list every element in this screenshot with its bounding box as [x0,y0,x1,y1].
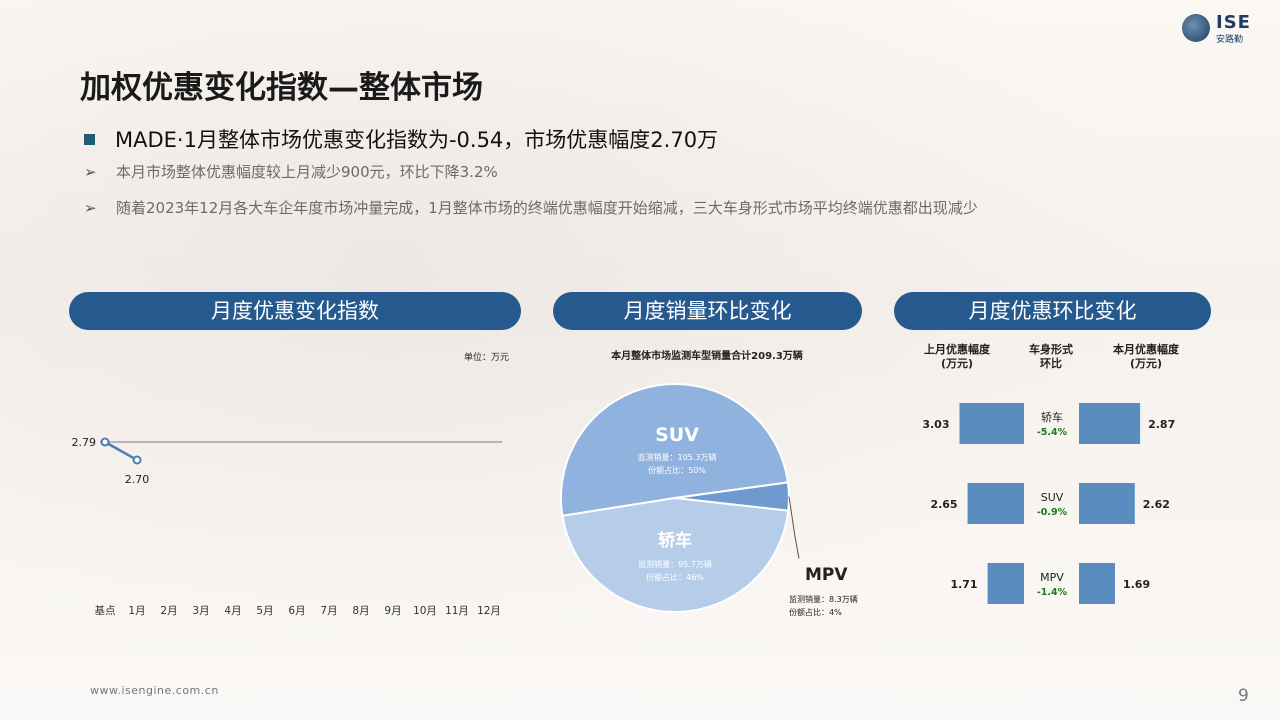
data-label: 2.70 [125,473,150,486]
x-tick-label: 4月 [224,605,241,617]
bar-prev-label: 3.03 [922,418,949,431]
change-label: -5.4% [1037,427,1068,438]
headline-text: MADE·1月整体市场优惠变化指数为-0.54，市场优惠幅度2.70万 [115,128,719,152]
x-tick-label: 3月 [192,605,209,617]
slice-detail: 份额占比：46% [646,572,704,582]
col-head-mid: 车身形式 环比 [1016,343,1086,371]
bar-curr-label: 1.69 [1123,578,1150,591]
bullet-1: ➢ 本月市场整体优惠幅度较上月减少900元，环比下降3.2% [84,161,498,182]
slice-detail: 份额占比：50% [648,465,706,475]
series-line [104,440,138,462]
pie-chart: SUV监测销量：105.3万辆份额占比：50%轿车监测销量：95.7万辆份额占比… [560,383,858,617]
data-point [100,437,110,447]
bullet-2: ➢ 随着2023年12月各大车企年度市场冲量完成，1月整体市场的终端优惠幅度开始缩… [84,197,978,218]
slice-detail: 监测销量：105.3万辆 [638,452,717,462]
footer-url[interactable]: www.isengine.com.cn [90,684,219,697]
col-head-mid-line1: 车身形式 [1029,343,1073,356]
bar-curr-label: 2.87 [1148,418,1175,431]
data-point [132,455,142,465]
x-tick-label: 7月 [320,605,337,617]
x-tick-label: 10月 [413,605,437,617]
slice-name: 轿车 [658,530,692,551]
arrow-bullet-icon: ➢ [84,163,97,181]
panel-title-right: 月度优惠环比变化 [894,292,1211,330]
bar-prev [967,483,1024,524]
col-head-curr-line1: 本月优惠幅度 [1113,343,1179,356]
x-tick-label: 6月 [288,605,305,617]
pie-slice [560,383,790,517]
col-head-prev-line1: 上月优惠幅度 [924,343,990,356]
slice-detail: 监测销量：8.3万辆 [789,594,858,604]
col-head-prev-line2: (万元) [940,357,974,370]
bar-curr [1079,563,1115,604]
bar-prev-label: 2.65 [930,498,957,511]
slice-name: MPV [805,565,848,585]
logo-globe-icon [1182,14,1210,42]
slice-detail: 监测销量：95.7万辆 [638,559,712,569]
company-logo: ISE 安路勤 [1178,10,1268,46]
x-tick-label: 1月 [128,605,145,617]
data-label: 2.79 [72,436,97,449]
col-head-mid-line2: 环比 [1040,357,1062,370]
x-tick-label: 12月 [477,605,501,617]
x-tick-label: 基点 [95,604,116,617]
unit-label: 单位：万元 [464,353,510,363]
panel-title-middle: 月度销量环比变化 [553,292,862,330]
bullet-1-text: 本月市场整体优惠幅度较上月减少900元，环比下降3.2% [116,163,498,181]
bar-chart: 3.03 2.87 轿车 -5.4% 2.65 2.62 SUV -0.9% 1.71 1.69 M… [922,403,1175,604]
category-label: 轿车 [1041,410,1063,424]
line-chart: 2.79 2.70 基点 1月 2月 3月 4月 5月 6月 7月 8月 9月 10月 11月 12月 [72,436,502,617]
x-tick-label: 9月 [384,605,401,617]
bar-prev-label: 1.71 [950,578,977,591]
mpv-leader-line [788,496,800,559]
headline: MADE·1月整体市场优惠变化指数为-0.54，市场优惠幅度2.70万 [84,124,718,154]
x-tick-label: 8月 [352,605,369,617]
change-label: -1.4% [1037,587,1068,598]
x-tick-label: 11月 [445,605,469,617]
page-title: 加权优惠变化指数—整体市场 [80,70,483,106]
arrow-bullet-icon: ➢ [84,199,97,217]
bullet-2-text: 随着2023年12月各大车企年度市场冲量完成，1月整体市场的终端优惠幅度开始缩减… [116,199,978,217]
x-tick-label: 2月 [160,605,177,617]
change-label: -0.9% [1037,507,1068,518]
square-bullet-icon [84,133,95,145]
x-tick-label: 5月 [256,605,273,617]
slice-name: SUV [655,424,699,446]
panel-title-left: 月度优惠变化指数 [69,292,521,330]
bar-curr [1079,403,1141,444]
bar-curr-label: 2.62 [1143,498,1170,511]
bar-prev [959,403,1024,444]
col-head-curr: 本月优惠幅度 (万元) [1101,343,1191,371]
bar-curr [1079,483,1135,524]
pie-title: 本月整体市场监测车型销量合计209.3万辆 [611,351,803,362]
col-head-prev: 上月优惠幅度 (万元) [912,343,1002,371]
page-number: 9 [1238,686,1249,706]
pie-slice [561,496,790,613]
slice-detail: 份额占比：4% [789,607,842,617]
category-label: MPV [1040,571,1064,584]
col-head-curr-line2: (万元) [1129,357,1163,370]
logo-subtext: 安路勤 [1216,35,1244,45]
category-label: SUV [1041,491,1064,504]
bar-prev [987,563,1024,604]
logo-text: ISE [1216,12,1251,33]
